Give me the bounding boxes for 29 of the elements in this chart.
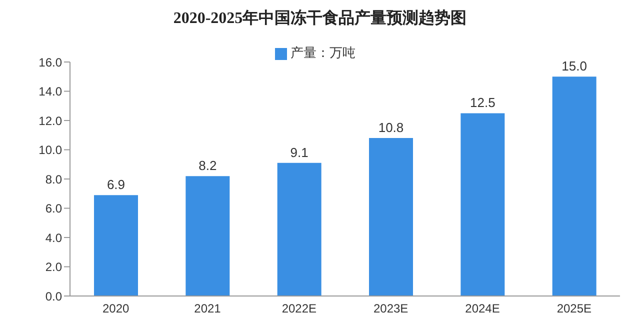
x-tick-label: 2025E	[556, 302, 592, 316]
data-label: 12.5	[470, 95, 496, 110]
bar	[277, 162, 322, 296]
data-label: 15.0	[562, 58, 587, 74]
data-label: 6.9	[106, 177, 126, 192]
bar	[460, 113, 505, 296]
y-tick-label: 2.0	[45, 260, 62, 274]
bar	[94, 195, 138, 296]
bar	[369, 138, 413, 296]
y-tick-label: 8.0	[45, 172, 62, 186]
y-tick-label: 6.0	[45, 202, 62, 216]
bar	[552, 76, 596, 296]
y-tick-label: 0.0	[45, 289, 62, 304]
x-tick-label: 2021	[194, 302, 222, 316]
y-tick-label: 16.0	[38, 55, 62, 70]
y-tick-label: 10.0	[38, 143, 62, 158]
y-tick-label: 4.0	[45, 230, 62, 245]
x-tick-label: 2020	[102, 302, 130, 316]
legend-label: 产量：万吨	[290, 45, 356, 60]
y-tick-label: 14.0	[38, 84, 62, 99]
x-tick-label: 2024E	[465, 302, 500, 316]
y-tick-label: 12.0	[38, 114, 62, 128]
data-label: 9.1	[290, 144, 308, 160]
x-tick-label: 2023E	[373, 302, 408, 316]
data-label: 10.8	[378, 120, 404, 136]
x-tick-label: 2022E	[282, 302, 317, 316]
bar	[186, 176, 230, 296]
chart-title: 2020-2025年中国冻干食品产量预测趋势图	[172, 8, 468, 29]
data-label: 8.2	[198, 158, 217, 174]
